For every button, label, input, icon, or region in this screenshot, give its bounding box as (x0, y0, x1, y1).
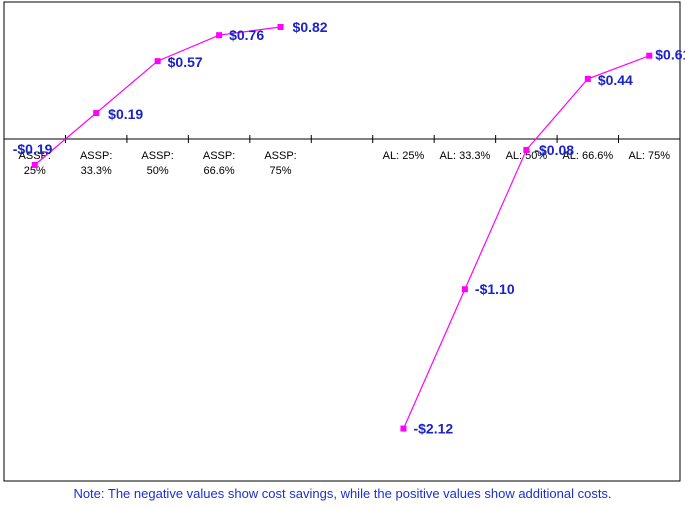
data-label: -$0.19 (13, 141, 53, 157)
data-point (523, 146, 530, 153)
data-label: -$0.08 (534, 142, 574, 158)
data-point (216, 32, 223, 39)
data-point (277, 24, 284, 30)
x-tick-label: 50% (147, 165, 169, 177)
data-label: $0.44 (598, 72, 633, 88)
x-tick-label: AL: 33.3% (440, 150, 491, 162)
x-tick-label: 25% (24, 165, 46, 177)
line-chart: ASSP: 25% ASSP: 33.3% ASSP: 50% ASSP: 66.6% ASSP… (3, 1, 685, 482)
x-tick-label: 66.6% (203, 165, 234, 177)
x-tick-label: AL: 75% (628, 150, 670, 162)
data-label: $0.19 (108, 106, 143, 122)
x-tick-label: AL: 66.6% (562, 150, 613, 162)
data-point (154, 58, 161, 65)
data-label: -$2.12 (413, 421, 453, 437)
x-tick-label: AL: 50% (506, 150, 548, 162)
series-line (34, 26, 281, 166)
x-tick-label: ASSP: (141, 150, 173, 162)
x-tick-label: ASSP: (19, 150, 51, 162)
data-point (646, 52, 653, 59)
data-label: -$1.10 (475, 281, 515, 297)
chart-area: ASSP: 25% ASSP: 33.3% ASSP: 50% ASSP: 66.6% ASSP… (3, 1, 685, 482)
data-point (31, 161, 38, 168)
x-tick-label: 33.3% (81, 165, 112, 177)
data-label: $0.82 (293, 19, 328, 35)
data-point (400, 425, 407, 432)
plot-frame (3, 1, 681, 482)
x-tick-label: ASSP: (264, 150, 296, 162)
data-point (461, 286, 468, 293)
data-label: $0.76 (229, 27, 264, 43)
data-point (93, 110, 100, 117)
data-point (584, 75, 591, 82)
footnote: Note: The negative values show cost savi… (73, 486, 612, 501)
x-tick-label: AL: 25% (383, 150, 425, 162)
x-tick-label: 75% (270, 165, 292, 177)
data-label: $0.61 (655, 47, 685, 63)
data-label: $0.57 (168, 54, 203, 70)
series-line (402, 55, 650, 429)
x-tick-label: ASSP: (203, 150, 235, 162)
x-tick-label: ASSP: (80, 150, 112, 162)
